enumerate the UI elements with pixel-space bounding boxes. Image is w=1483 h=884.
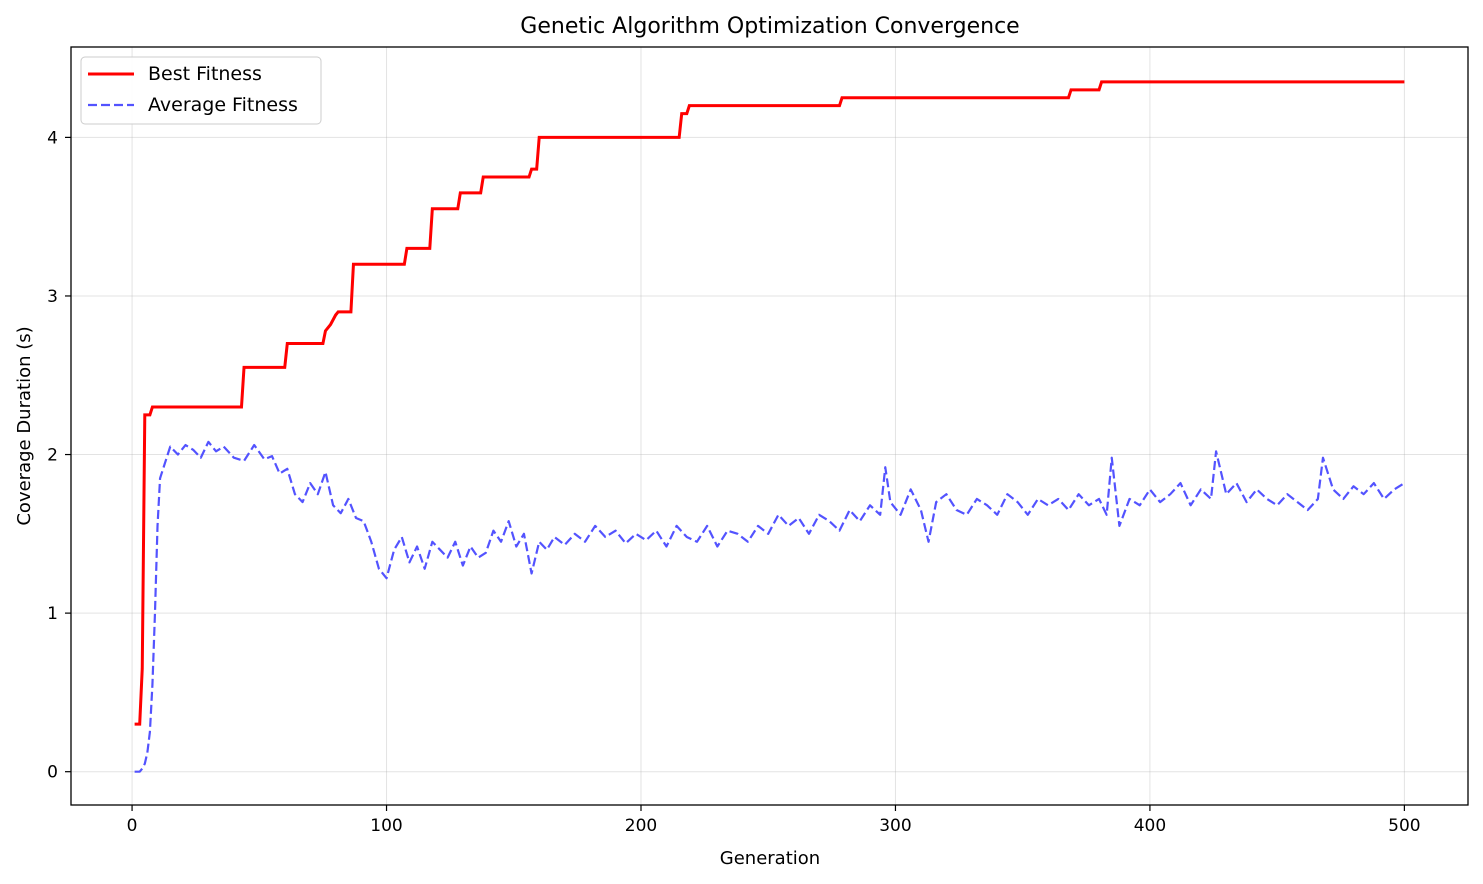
y-tick-label: 4 xyxy=(47,128,58,148)
series-layer xyxy=(134,80,1405,773)
axis-ticks: 0 100 200 300 400 500 0 1 2 3 4 xyxy=(47,128,1420,836)
x-tick-label: 300 xyxy=(879,816,911,836)
y-axis-label: Coverage Duration (s) xyxy=(14,326,35,525)
series-line-average-fitness xyxy=(134,440,1405,773)
x-tick-label: 200 xyxy=(625,816,657,836)
x-tick-label: 400 xyxy=(1134,816,1166,836)
legend: Best Fitness Average Fitness xyxy=(80,56,322,125)
y-tick-label: 2 xyxy=(47,446,58,466)
grid-lines xyxy=(71,47,1468,805)
chart-title: Genetic Algorithm Optimization Convergen… xyxy=(520,14,1019,39)
y-tick-label: 0 xyxy=(47,763,58,783)
legend-box xyxy=(80,56,322,125)
x-tick-label: 500 xyxy=(1388,816,1420,836)
legend-label-best-fitness: Best Fitness xyxy=(148,63,262,85)
x-tick-label: 100 xyxy=(370,816,402,836)
series-line-best-fitness xyxy=(134,80,1405,726)
x-axis-label: Generation xyxy=(720,848,820,869)
y-tick-label: 3 xyxy=(47,287,58,307)
y-tick-label: 1 xyxy=(47,604,58,624)
plot-frame xyxy=(70,46,1469,806)
x-tick-label: 0 xyxy=(127,816,138,836)
legend-label-average-fitness: Average Fitness xyxy=(148,94,298,116)
